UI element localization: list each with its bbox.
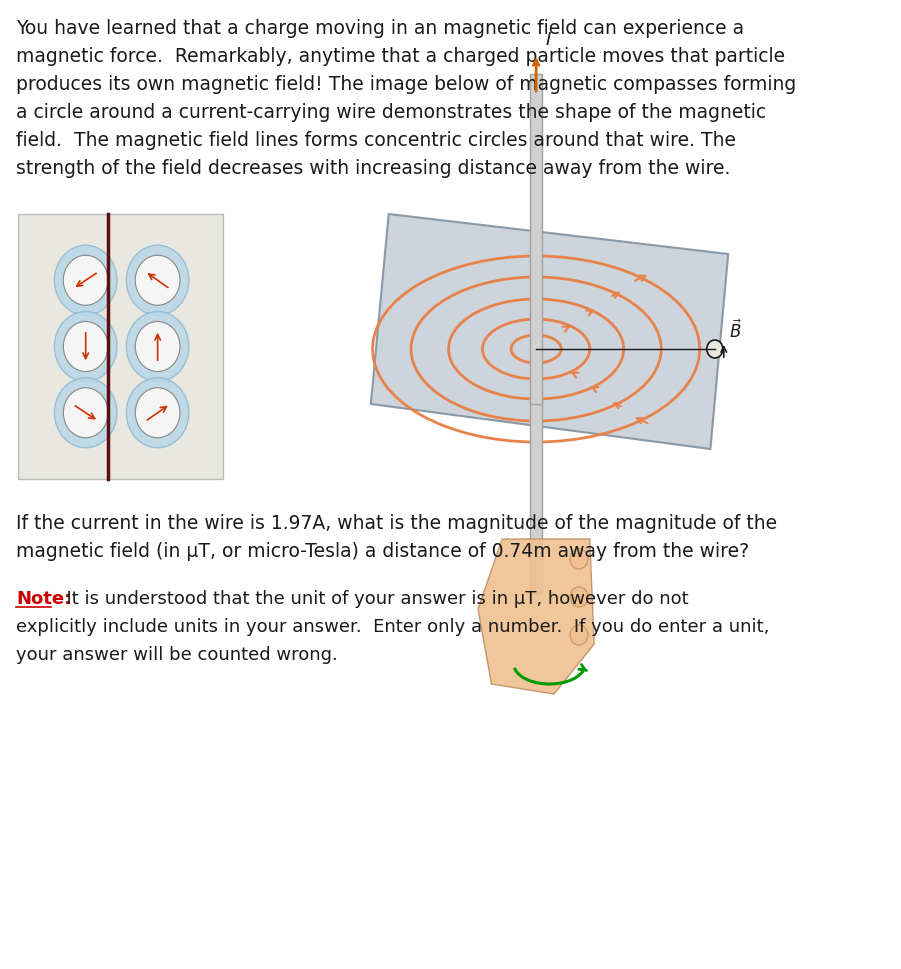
Text: strength of the field decreases with increasing distance away from the wire.: strength of the field decreases with inc… bbox=[16, 159, 731, 178]
Circle shape bbox=[63, 322, 108, 371]
Circle shape bbox=[54, 245, 117, 315]
Circle shape bbox=[63, 388, 108, 438]
Text: explicitly include units in your answer.  Enter only a number.  If you do enter : explicitly include units in your answer.… bbox=[16, 618, 769, 636]
Polygon shape bbox=[371, 214, 728, 449]
Text: produces its own magnetic field! The image below of magnetic compasses forming: produces its own magnetic field! The ima… bbox=[16, 75, 796, 94]
Circle shape bbox=[54, 311, 117, 382]
Text: $I$: $I$ bbox=[545, 31, 552, 49]
Circle shape bbox=[570, 625, 588, 645]
Circle shape bbox=[126, 245, 189, 315]
Circle shape bbox=[570, 587, 588, 607]
Text: field.  The magnetic field lines forms concentric circles around that wire. The: field. The magnetic field lines forms co… bbox=[16, 131, 736, 150]
Polygon shape bbox=[478, 539, 594, 694]
Text: your answer will be counted wrong.: your answer will be counted wrong. bbox=[16, 646, 338, 664]
Text: Note:: Note: bbox=[16, 590, 71, 608]
Text: $\vec{B}$: $\vec{B}$ bbox=[729, 320, 742, 342]
Circle shape bbox=[135, 255, 180, 305]
Circle shape bbox=[706, 340, 723, 358]
Circle shape bbox=[63, 255, 108, 305]
Circle shape bbox=[570, 549, 588, 569]
Text: a circle around a current-carrying wire demonstrates the shape of the magnetic: a circle around a current-carrying wire … bbox=[16, 103, 766, 122]
Bar bbox=[530, 399, 542, 594]
Circle shape bbox=[54, 378, 117, 448]
Circle shape bbox=[135, 388, 180, 438]
Circle shape bbox=[126, 311, 189, 382]
Text: You have learned that a charge moving in an magnetic field can experience a: You have learned that a charge moving in… bbox=[16, 19, 744, 38]
Text: magnetic force.  Remarkably, anytime that a charged particle moves that particle: magnetic force. Remarkably, anytime that… bbox=[16, 47, 785, 66]
Bar bbox=[530, 74, 542, 404]
Text: magnetic field (in μT, or micro-Tesla) a distance of 0.74m away from the wire?: magnetic field (in μT, or micro-Tesla) a… bbox=[16, 542, 750, 561]
Circle shape bbox=[135, 322, 180, 371]
Text: If the current in the wire is 1.97A, what is the magnitude of the magnitude of t: If the current in the wire is 1.97A, wha… bbox=[16, 514, 778, 533]
Circle shape bbox=[126, 378, 189, 448]
FancyBboxPatch shape bbox=[18, 214, 223, 479]
Text: It is understood that the unit of your answer is in μT, however do not: It is understood that the unit of your a… bbox=[55, 590, 689, 608]
